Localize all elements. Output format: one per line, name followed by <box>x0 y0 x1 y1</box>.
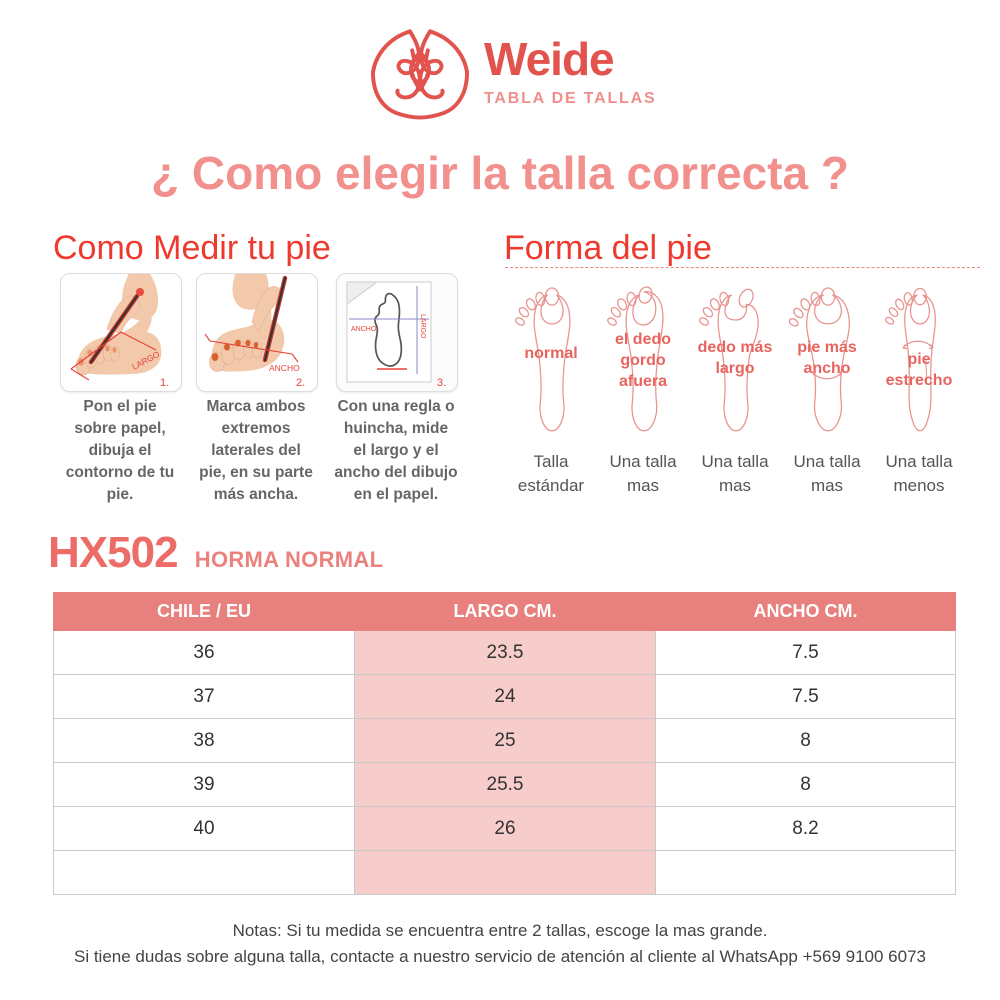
svg-text:LARGO: LARGO <box>419 314 426 339</box>
svg-text:1.: 1. <box>160 377 169 389</box>
svg-text:ANCHO: ANCHO <box>269 363 300 373</box>
svg-text:2.: 2. <box>296 377 305 389</box>
svg-text:3.: 3. <box>437 377 446 389</box>
svg-text:ANCHO: ANCHO <box>351 326 377 333</box>
